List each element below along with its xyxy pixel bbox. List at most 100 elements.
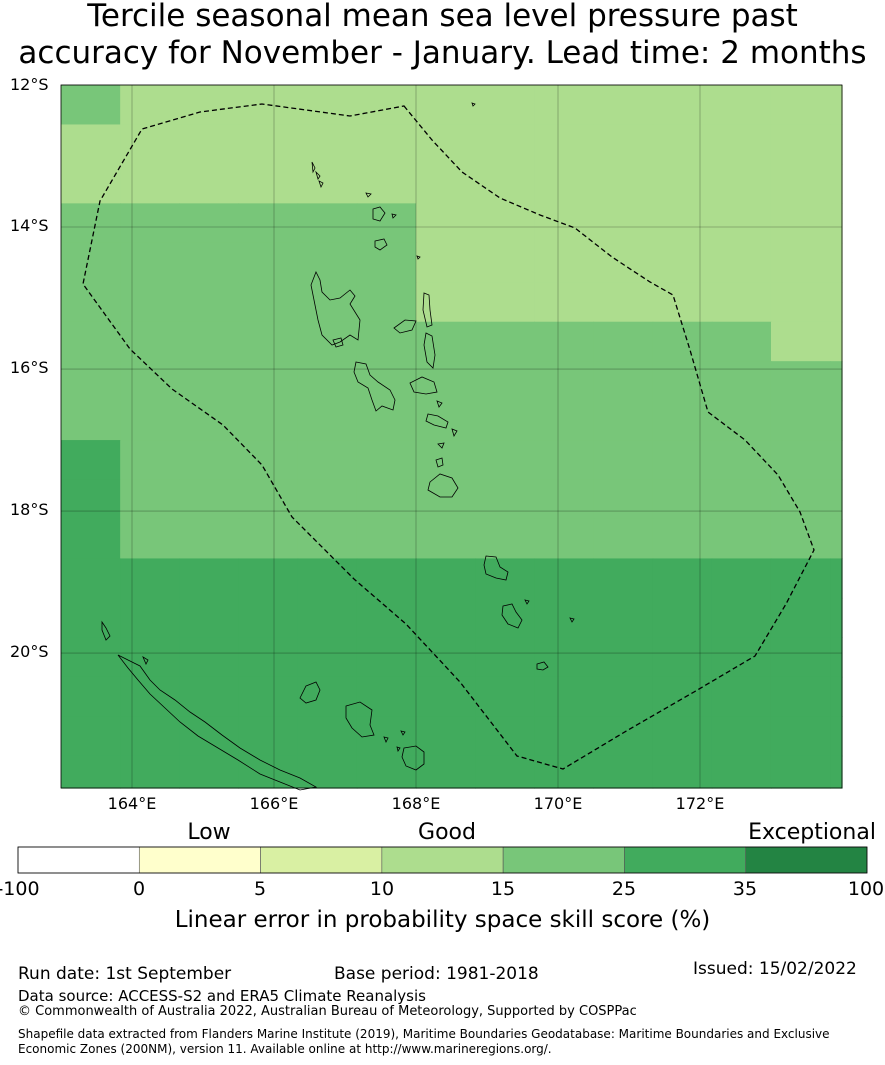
skill-cell: [179, 282, 240, 323]
skill-cell: [711, 85, 772, 126]
skill-cell: [711, 282, 772, 323]
skill-cell: [711, 163, 772, 204]
skill-cell: [534, 242, 595, 283]
island-lifou: [345, 701, 375, 738]
skill-cell: [415, 85, 476, 126]
skill-cell: [297, 637, 358, 678]
skill-cell: [179, 597, 240, 638]
skill-cell: [652, 676, 713, 717]
skill-cell: [61, 597, 121, 638]
skill-cell: [297, 676, 358, 717]
skill-cell: [61, 321, 121, 362]
skill-cell: [652, 440, 713, 481]
colorbar-tick: 35: [732, 878, 758, 900]
skill-cell: [356, 597, 417, 638]
skill-cell: [297, 755, 358, 789]
skill-cell: [179, 479, 240, 520]
skill-cell: [61, 400, 121, 441]
skill-cell: [61, 637, 121, 678]
skill-cell: [61, 85, 121, 126]
skill-cell: [652, 321, 713, 362]
island-vanua-lava: [315, 170, 321, 180]
skill-cell: [61, 479, 121, 520]
skill-cell: [593, 558, 654, 599]
skill-cell: [356, 282, 417, 323]
skill-cell: [652, 479, 713, 520]
island-walpole: [396, 746, 401, 752]
skill-cell: [534, 282, 595, 323]
colorbar-segment: [381, 846, 504, 874]
skill-cell: [238, 124, 299, 165]
skill-cell: [770, 558, 831, 599]
skill-cell: [238, 321, 299, 362]
skill-cell: [770, 242, 831, 283]
colorbar-label: Linear error in probability space skill …: [174, 907, 711, 933]
skill-cell: [297, 558, 358, 599]
skill-cell: [179, 716, 240, 757]
skill-cell: [593, 124, 654, 165]
skill-cell: [711, 597, 772, 638]
skill-cell: [711, 637, 772, 678]
colorbar: [17, 846, 868, 874]
colorbar-segment: [745, 846, 868, 874]
skill-cell: [534, 518, 595, 560]
skill-cell: [830, 558, 843, 599]
skill-cell: [61, 361, 121, 402]
skill-cell: [534, 479, 595, 520]
skill-cell: [238, 479, 299, 520]
skill-cell: [356, 676, 417, 717]
title-line-2: accuracy for November - January. Lead ti…: [18, 35, 867, 71]
skill-cell: [356, 163, 417, 204]
skill-cell: [652, 755, 713, 789]
skill-cell: [475, 479, 535, 520]
island-mere-lava: [391, 213, 397, 219]
island-paama: [436, 400, 443, 408]
skill-cell: [415, 203, 476, 244]
skill-cell: [711, 716, 772, 757]
skill-cell: [475, 518, 535, 560]
lon-label-168e: 168°E: [391, 794, 441, 813]
skill-cell: [830, 400, 843, 441]
skill-cell: [534, 124, 595, 165]
skill-cell: [61, 163, 121, 204]
skill-cell: [475, 282, 535, 323]
skill-cell: [534, 558, 595, 599]
colorbar-tick: -100: [0, 878, 40, 900]
skill-cell: [770, 637, 831, 678]
skill-cell: [415, 716, 476, 757]
skill-cell: [475, 242, 535, 283]
skill-cell: [534, 440, 595, 481]
skill-cell: [475, 558, 535, 599]
skill-cell: [120, 479, 180, 520]
skill-cell: [120, 203, 180, 244]
colorbar-segment: [260, 846, 383, 874]
skill-cell: [297, 440, 358, 481]
skill-cell: [238, 282, 299, 323]
skill-cell: [297, 361, 358, 402]
skill-grid: [61, 85, 843, 789]
skill-cell: [356, 440, 417, 481]
skill-cell: [238, 755, 299, 789]
skill-cell: [356, 518, 417, 560]
skill-cell: [475, 85, 535, 126]
skill-cell: [652, 203, 713, 244]
skill-cell: [297, 242, 358, 283]
skill-cell: [711, 203, 772, 244]
skill-cell: [711, 518, 772, 560]
skill-cell: [415, 361, 476, 402]
skill-cell: [297, 321, 358, 362]
lat-label-14s: 14°S: [10, 216, 49, 235]
skill-cell: [415, 440, 476, 481]
skill-cell: [415, 597, 476, 638]
island-ambrym: [409, 376, 438, 395]
skill-cell: [179, 85, 240, 126]
skill-cell: [120, 597, 180, 638]
island-new-caledonia: [117, 654, 318, 791]
skill-cell: [179, 676, 240, 717]
skill-cell: [238, 518, 299, 560]
skill-cell: [534, 361, 595, 402]
skill-cell: [593, 479, 654, 520]
skill-cell: [238, 558, 299, 599]
skill-cell: [534, 676, 595, 717]
